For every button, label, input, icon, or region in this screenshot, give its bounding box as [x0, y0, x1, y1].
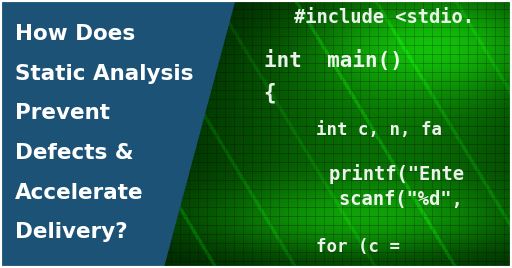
Text: scanf("%d",: scanf("%d",	[294, 190, 463, 209]
Text: {: {	[264, 82, 276, 103]
Text: Accelerate: Accelerate	[15, 183, 144, 203]
Text: How Does: How Does	[15, 24, 136, 44]
Text: Delivery?: Delivery?	[15, 222, 128, 243]
Text: #include <stdio.: #include <stdio.	[294, 8, 475, 27]
Text: Prevent: Prevent	[15, 103, 111, 124]
Text: int c, n, fa: int c, n, fa	[274, 121, 442, 139]
Polygon shape	[0, 0, 236, 268]
Text: int  main(): int main()	[264, 50, 402, 71]
Text: Static Analysis: Static Analysis	[15, 64, 194, 84]
Text: for (c =: for (c =	[274, 237, 400, 256]
Text: printf("Ente: printf("Ente	[284, 164, 464, 184]
Text: Defects &: Defects &	[15, 143, 134, 163]
